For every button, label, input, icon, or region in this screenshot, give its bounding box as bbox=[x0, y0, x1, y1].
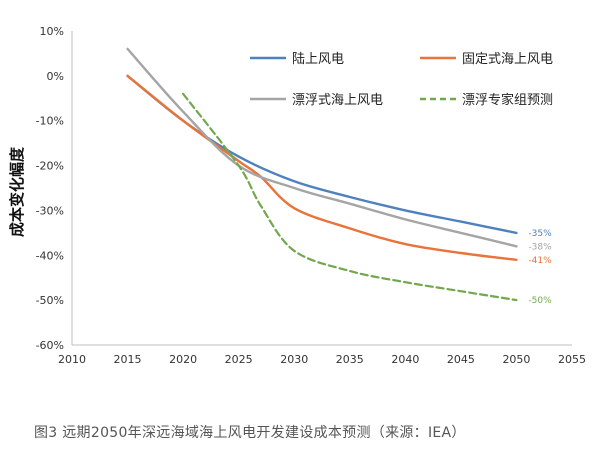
series-end-label: -50% bbox=[528, 296, 552, 306]
series-lines bbox=[126, 47, 518, 302]
y-tick-label: -40% bbox=[36, 249, 64, 262]
x-tick-label: 2055 bbox=[558, 353, 586, 366]
x-tick-label: 2010 bbox=[58, 353, 86, 366]
x-tick-label: 2035 bbox=[336, 353, 364, 366]
y-tick-label: -20% bbox=[36, 160, 64, 173]
x-tick-label: 2020 bbox=[169, 353, 197, 366]
legend-label: 固定式海上风电 bbox=[462, 52, 553, 67]
x-tick-label: 2040 bbox=[391, 353, 419, 366]
legend-label: 陆上风电 bbox=[292, 51, 344, 67]
figure-caption: 图3 远期2050年深远海域海上风电开发建设成本预测（来源：IEA） bbox=[34, 425, 466, 441]
y-tick-label: 10% bbox=[40, 25, 64, 38]
y-tick-labels: 10% 0% -10% -20% -30% -40% -50% -60% bbox=[36, 25, 64, 352]
series-line-2 bbox=[126, 74, 518, 261]
axes bbox=[71, 31, 572, 346]
series-end-label: -41% bbox=[528, 256, 552, 266]
x-tick-label: 2050 bbox=[502, 353, 530, 366]
y-tick-label: -30% bbox=[36, 204, 64, 217]
end-labels: -35% -41% -38% -50% bbox=[528, 229, 552, 306]
series-line-4 bbox=[182, 92, 518, 302]
x-tick-label: 2030 bbox=[280, 353, 308, 366]
legend-label: 漂浮式海上风电 bbox=[292, 92, 383, 108]
y-tick-label: 0% bbox=[47, 70, 64, 83]
y-tick-label: -50% bbox=[36, 294, 64, 307]
x-tick-label: 2015 bbox=[114, 353, 142, 366]
x-tick-label: 2025 bbox=[225, 353, 253, 366]
x-tick-labels: 2010 2015 2020 2025 2030 2035 2040 2045 2050 2055 bbox=[58, 353, 586, 366]
y-tick-label: -10% bbox=[36, 115, 64, 128]
y-axis-label: 成本变化幅度 bbox=[8, 146, 26, 237]
x-tick-label: 2045 bbox=[447, 353, 475, 366]
legend-label: 漂浮专家组预测 bbox=[462, 92, 553, 108]
line-chart: 10%0%-10%-20%-30%-40%-50%-60% 2010 2015 20… bbox=[8, 25, 586, 366]
series-end-label: -38% bbox=[528, 242, 552, 252]
y-tick-label: -60% bbox=[36, 339, 64, 352]
series-line-3 bbox=[126, 47, 518, 248]
series-end-label: -35% bbox=[528, 229, 552, 239]
